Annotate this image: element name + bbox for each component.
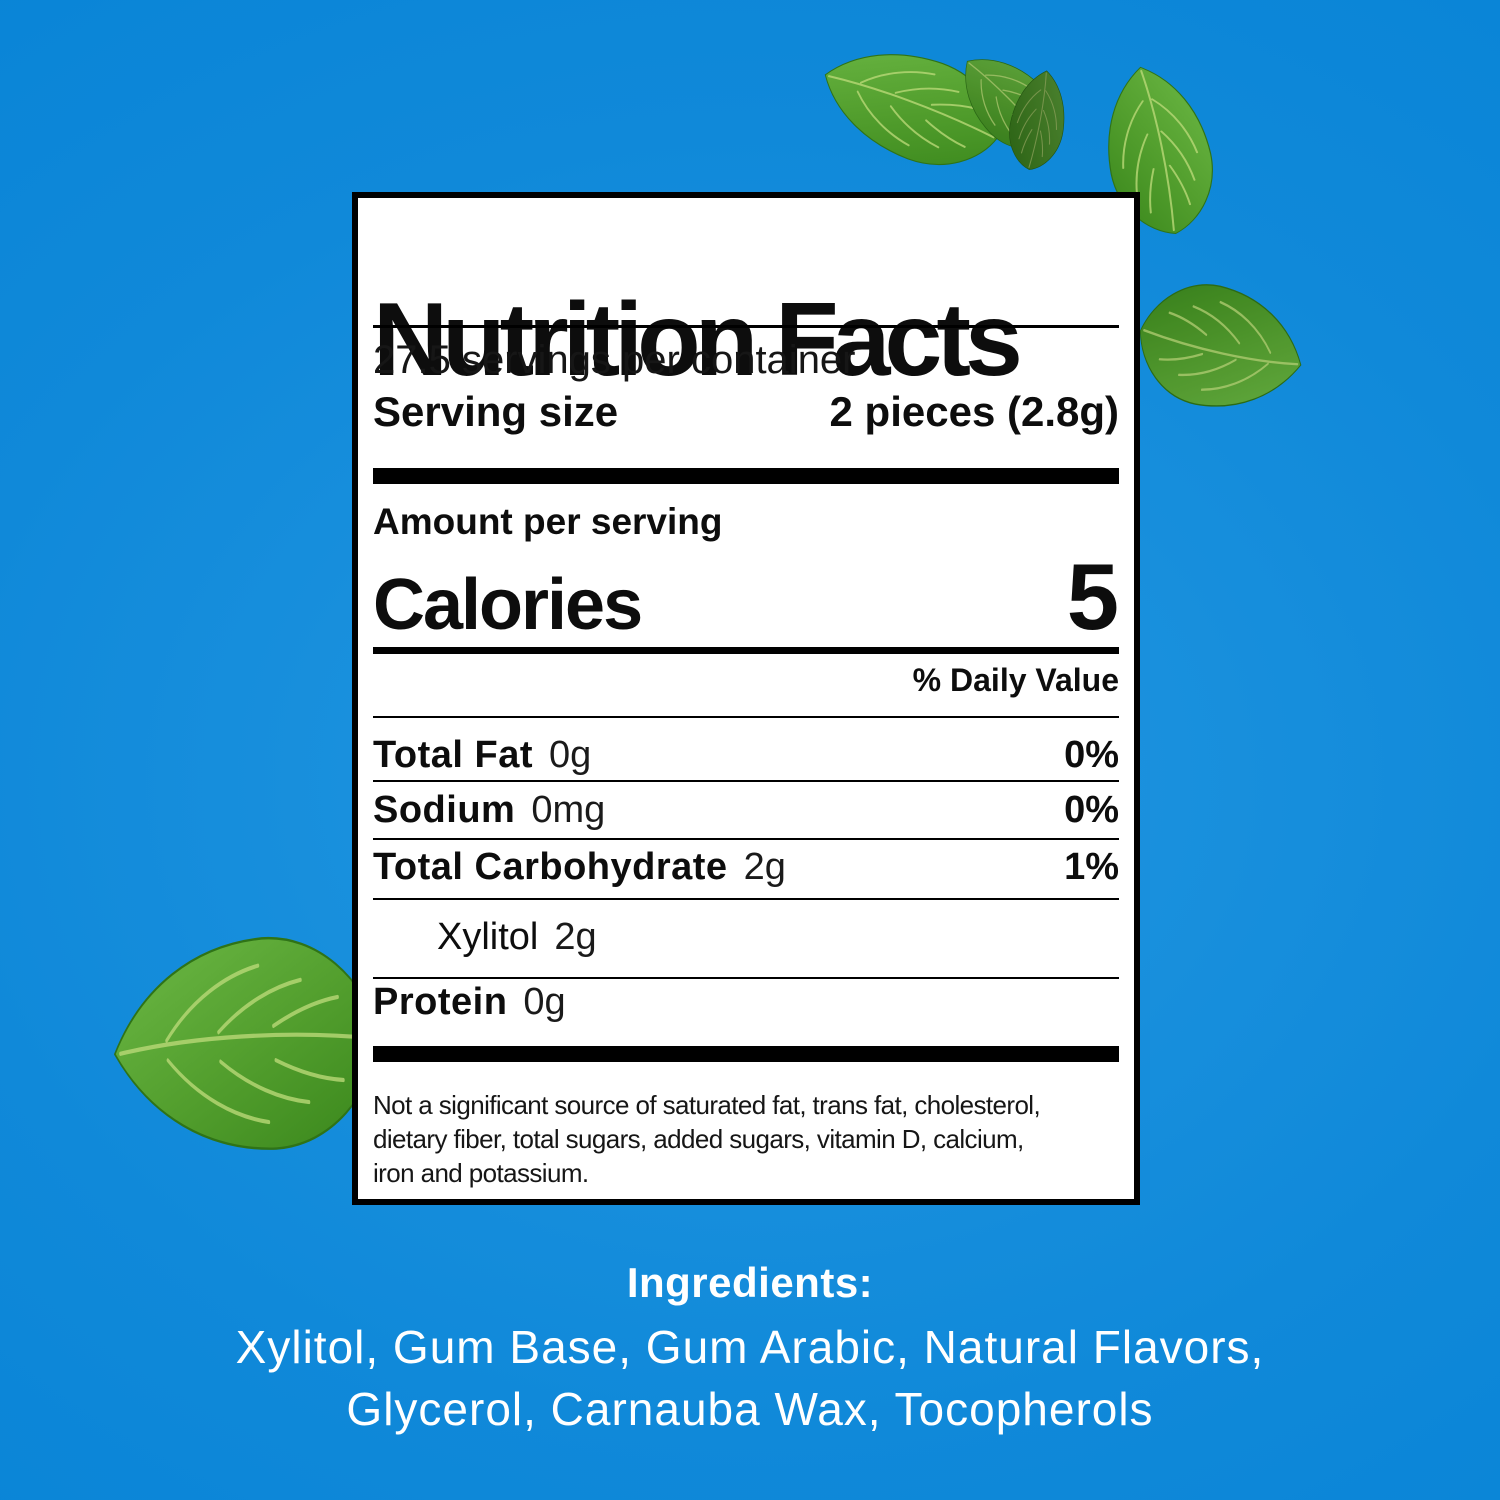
nutrient-row-protein: Protein 0g [373,981,566,1023]
panel-title: Nutrition Facts [373,281,1023,398]
serving-size-row: Serving size 2 pieces (2.8g) [373,389,1119,435]
divider [373,838,1119,840]
footnote: Not a significant source of saturated fa… [373,1088,1119,1190]
divider [373,647,1119,654]
nutrient-row-total-carbohydrate: Total Carbohydrate 2g 1% [373,846,1119,888]
nutrition-facts-panel: Nutrition Facts 27.5 servings per contai… [352,192,1140,1205]
calories-label: Calories [373,565,643,645]
mint-leaf-icon [107,931,387,1160]
serving-size-label: Serving size [373,388,619,435]
divider [373,325,1119,328]
ingredients-section: Ingredients: Xylitol, Gum Base, Gum Arab… [0,1258,1500,1440]
footnote-line: dietary fiber, total sugars, added sugar… [373,1124,1024,1154]
calories-row: Calories 5 [373,550,1119,644]
nutrient-row-xylitol: Xylitol 2g [437,916,597,958]
mint-leaf-icon [1126,270,1315,426]
serving-size-value: 2 pieces (2.8g) [829,388,1119,435]
divider [373,977,1119,979]
ingredients-heading: Ingredients: [626,1259,874,1306]
amount-per-serving-label: Amount per serving [373,501,723,542]
daily-value-header: % Daily Value [912,662,1119,698]
footnote-line: Not a significant source of saturated fa… [373,1090,1041,1120]
mint-leaf-left [95,905,361,1181]
nutrient-row-total-fat: Total Fat 0g 0% [373,734,1119,776]
thick-divider [373,1046,1119,1062]
ingredients-line: Glycerol, Carnauba Wax, Tocopherols [346,1383,1154,1435]
divider [373,898,1119,900]
divider [373,780,1119,782]
ingredients-line: Xylitol, Gum Base, Gum Arabic, Natural F… [235,1321,1265,1373]
footnote-line: iron and potassium. [373,1158,589,1188]
divider [373,716,1119,718]
calories-value: 5 [1066,544,1119,649]
thick-divider [373,468,1119,484]
servings-per-container: 27.5 servings per container [373,338,856,382]
nutrient-row-sodium: Sodium 0mg 0% [373,789,1119,831]
